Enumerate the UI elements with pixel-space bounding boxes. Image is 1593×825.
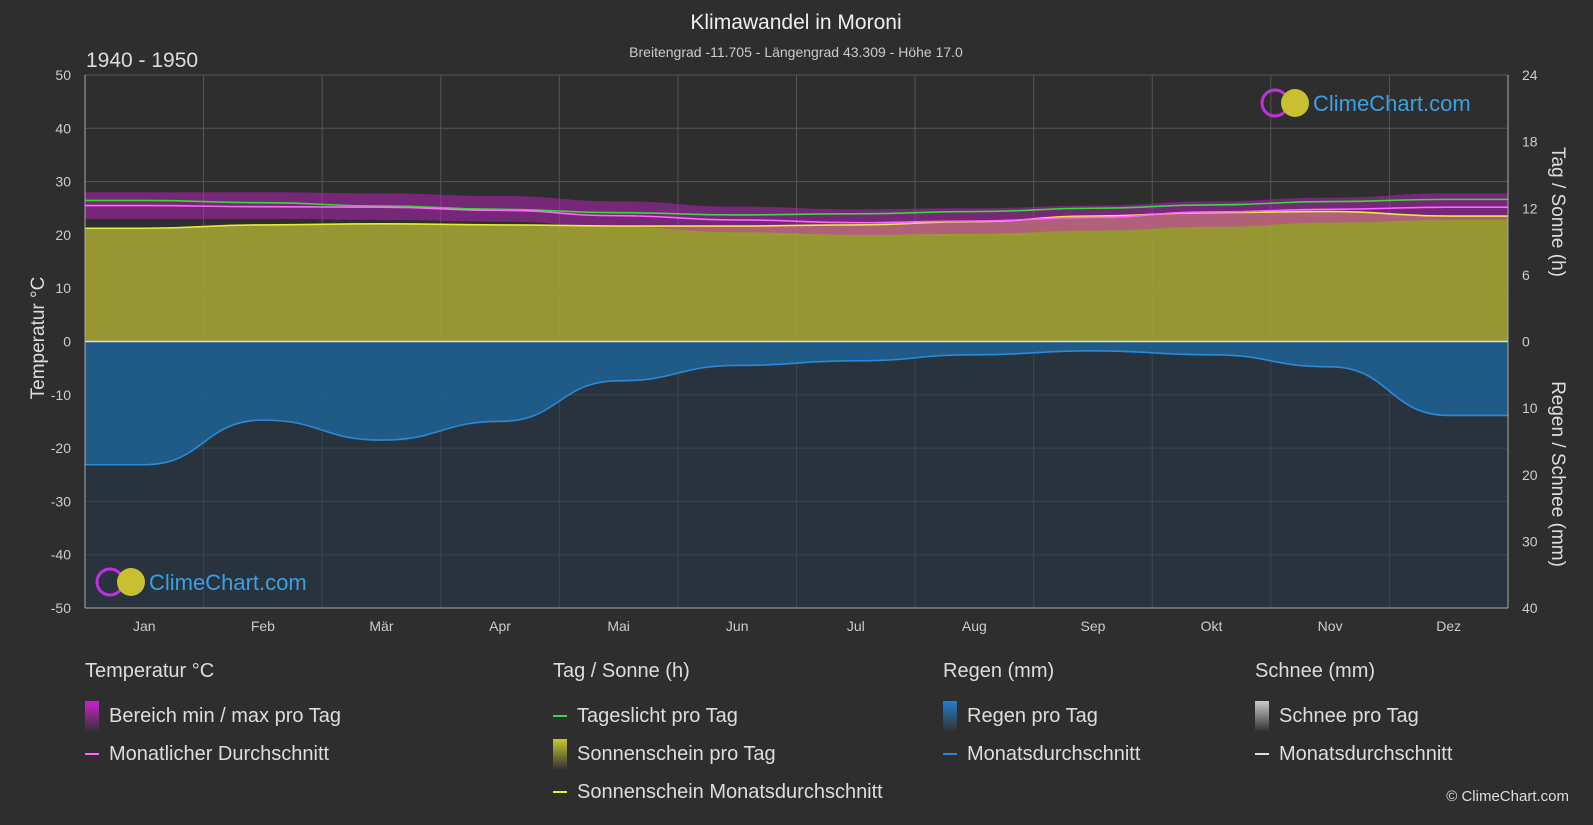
month-label: Jan (133, 618, 156, 634)
y-right-bottom-tick-label: 20 (1522, 467, 1538, 483)
month-label: Mai (607, 618, 630, 634)
month-label: Dez (1436, 618, 1461, 634)
legend-item: Sonnenschein pro Tag (553, 735, 883, 773)
legend-label: Schnee pro Tag (1279, 704, 1419, 727)
month-label: Feb (251, 618, 275, 634)
y-left-tick-label: 10 (55, 280, 71, 296)
logo-text: ClimeChart.com (1313, 91, 1471, 116)
y-right-top-tick-label: 18 (1522, 134, 1538, 150)
y-left-tick-label: -10 (51, 387, 71, 403)
y-left-label: Temperatur °C (28, 277, 49, 400)
legend-swatch (85, 753, 99, 755)
legend-item: Tageslicht pro Tag (553, 697, 883, 735)
chart-subtitle: Breitengrad -11.705 - Längengrad 43.309 … (629, 44, 963, 60)
y-left-tick-label: -20 (51, 440, 71, 456)
legend-swatch (553, 791, 567, 793)
y-left-tick-label: 30 (55, 174, 71, 190)
legend-item: Schnee pro Tag (1255, 697, 1452, 735)
chart-title: Klimawandel in Moroni (690, 11, 901, 34)
rain-avg-fill (85, 341, 1508, 465)
sunshine-fill (85, 211, 1508, 342)
sunshine-avg-line (85, 210, 1508, 230)
y-left-tick-label: 0 (63, 334, 71, 350)
period-label: 1940 - 1950 (86, 49, 198, 72)
y-right-top-tick-label: 0 (1522, 334, 1530, 350)
legend-header: Schnee (mm) (1255, 660, 1376, 682)
legend-item: Monatsdurchschnitt (1255, 735, 1452, 773)
legend-header: Temperatur °C (85, 660, 215, 682)
month-label: Apr (489, 618, 511, 634)
legend-group: Schnee (mm) Schnee pro Tag Monatsdurchschn… (1255, 660, 1452, 773)
month-label: Jul (847, 618, 865, 634)
legend-item: Sonnenschein Monatsdurchschnitt (553, 773, 883, 811)
legend-swatch (943, 753, 957, 755)
month-label: Mär (369, 618, 393, 634)
month-label: Aug (962, 618, 987, 634)
legend-swatch (553, 715, 567, 717)
legend-label: Tageslicht pro Tag (577, 704, 738, 727)
y-left-tick-label: 40 (55, 120, 71, 136)
legend-header: Regen (mm) (943, 660, 1055, 682)
logo-top[interactable]: ClimeChart.com (1260, 88, 1471, 118)
y-left-tick-label: -40 (51, 547, 71, 563)
y-left-tick-label: -30 (51, 493, 71, 509)
legend-item: Monatlicher Durchschnitt (85, 735, 341, 773)
logo-sun-icon (1281, 89, 1309, 117)
rain-avg-line (85, 350, 1508, 466)
y-right-bottom-tick-label: 40 (1522, 600, 1538, 616)
y-left-tick-label: -50 (51, 600, 71, 616)
legend-swatch (1255, 701, 1269, 731)
y-right-bottom-label: Regen / Schnee (mm) (1547, 381, 1568, 567)
legend-label: Monatsdurchschnitt (967, 742, 1141, 765)
rain-area (85, 341, 1508, 608)
series-lines (85, 198, 1508, 466)
legend-item: Bereich min / max pro Tag (85, 697, 341, 735)
month-label: Jun (726, 618, 749, 634)
legend-label: Regen pro Tag (967, 704, 1098, 727)
y-right-top-tick-label: 12 (1522, 200, 1538, 216)
legend-swatch (85, 701, 99, 731)
y-left-tick-label: 50 (55, 67, 71, 83)
legend-group: Tag / Sonne (h) Tageslicht pro Tag Sonnens… (553, 660, 883, 811)
legend-group: Temperatur °C Bereich min / max pro Tag Mo… (85, 660, 341, 773)
legend-swatch (553, 739, 567, 769)
left-axis-ticks: 50 40 30 20 10 0 -10 -20 -30 -40 -50 (51, 67, 71, 616)
month-label: Nov (1318, 618, 1343, 634)
legend-label: Sonnenschein Monatsdurchschnitt (577, 780, 883, 803)
y-right-bottom-tick-label: 30 (1522, 533, 1538, 549)
y-right-top-tick-label: 6 (1522, 267, 1530, 283)
legend-item: Monatsdurchschnitt (943, 735, 1140, 773)
legend-swatch (1255, 753, 1269, 755)
legend-swatch (943, 701, 957, 731)
legend-item: Regen pro Tag (943, 697, 1140, 735)
y-right-top-tick-label: 24 (1522, 67, 1538, 83)
axes (84, 75, 1509, 609)
y-right-top-label: Tag / Sonne (h) (1547, 147, 1568, 277)
logo-text: ClimeChart.com (149, 570, 307, 595)
y-left-tick-label: 20 (55, 227, 71, 243)
daylight-line (85, 198, 1508, 216)
legend-group: Regen (mm) Regen pro Tag Monatsdurchschnit… (943, 660, 1140, 773)
month-ticks: Jan Feb Mär Apr Mai Jun Jul Aug Sep Okt Nov Dez (133, 618, 1461, 634)
sunshine-area (85, 211, 1508, 342)
copyright: © ClimeChart.com (1446, 788, 1569, 805)
y-right-bottom-tick-label: 10 (1522, 400, 1538, 416)
logo-bottom[interactable]: ClimeChart.com (95, 567, 307, 597)
legend-label: Monatsdurchschnitt (1279, 742, 1453, 765)
legend-label: Sonnenschein pro Tag (577, 742, 776, 765)
temp-avg-line (85, 204, 1508, 224)
climate-chart: Klimawandel in Moroni Breitengrad -11.70… (28, 11, 1568, 634)
legend-header: Tag / Sonne (h) (553, 660, 690, 682)
month-label: Okt (1201, 618, 1223, 634)
month-label: Sep (1080, 618, 1105, 634)
right-axis-ticks: 24 18 12 6 0 10 20 30 40 (1522, 67, 1538, 616)
legend-label: Monatlicher Durchschnitt (109, 742, 330, 765)
logo-sun-icon (117, 568, 145, 596)
legend-label: Bereich min / max pro Tag (109, 704, 341, 727)
